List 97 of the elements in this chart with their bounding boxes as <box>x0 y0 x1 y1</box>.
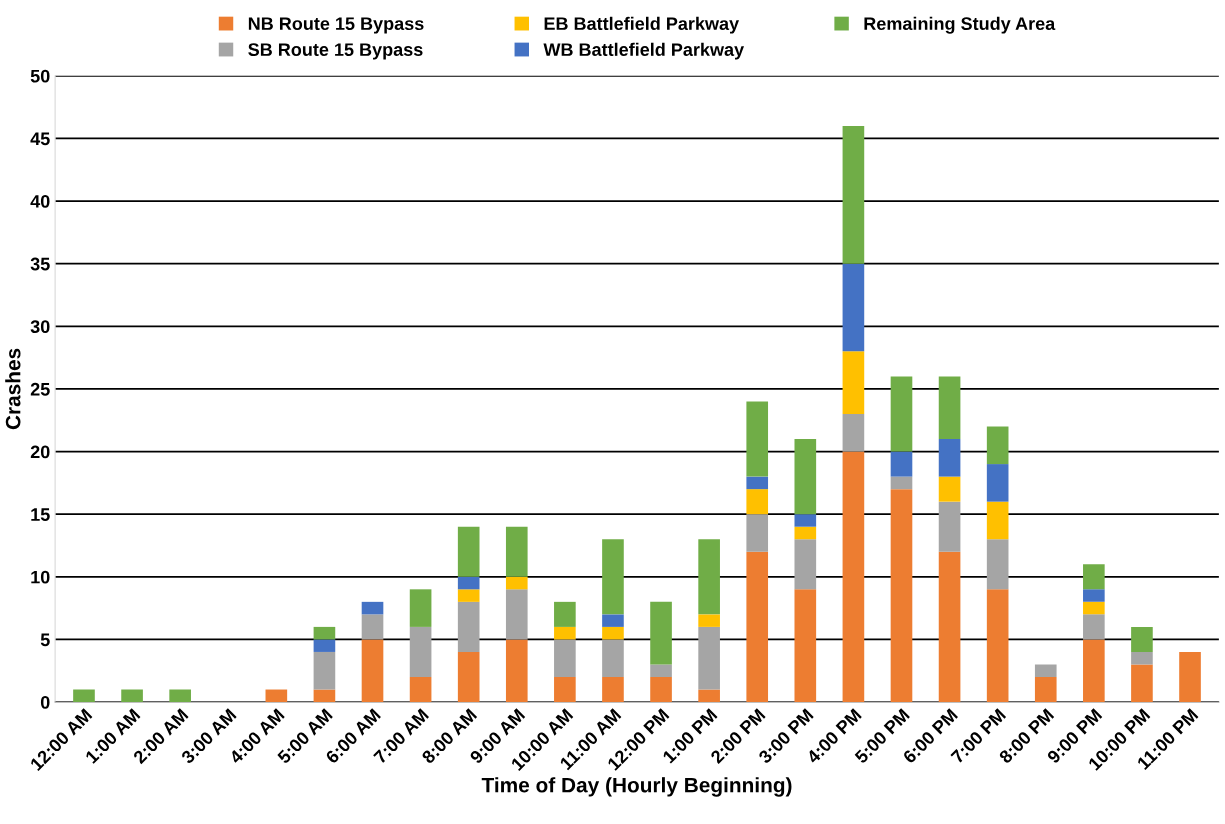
y-axis-title: Crashes <box>5 348 21 430</box>
bar <box>938 501 961 552</box>
bar <box>842 125 865 264</box>
bar <box>650 601 672 665</box>
bar <box>842 451 865 703</box>
bar <box>265 689 288 703</box>
bar <box>602 677 624 703</box>
bar <box>698 614 720 627</box>
bar <box>986 464 1009 502</box>
bar <box>1131 626 1153 652</box>
bar <box>313 639 336 652</box>
bar <box>457 601 480 652</box>
bar <box>794 539 817 590</box>
bar <box>73 689 95 703</box>
y-tick-label: 30 <box>30 320 50 334</box>
bar <box>986 426 1009 465</box>
y-tick-label: 45 <box>30 132 50 146</box>
bar <box>1179 651 1201 703</box>
bar <box>746 489 769 515</box>
bar <box>602 639 624 677</box>
bar <box>457 651 480 703</box>
bar <box>698 689 720 703</box>
bar <box>890 476 913 490</box>
bar <box>169 689 191 703</box>
bar <box>554 677 576 703</box>
bar <box>505 526 528 577</box>
bar <box>1034 677 1057 703</box>
bar <box>505 576 528 590</box>
bar <box>505 589 528 640</box>
bar <box>409 626 432 677</box>
bar <box>457 589 480 602</box>
bar <box>842 413 865 452</box>
bar <box>986 589 1009 703</box>
bar <box>698 539 720 615</box>
bar <box>794 514 817 527</box>
bar <box>746 551 769 703</box>
legend-label: Remaining Study Area <box>864 16 1056 34</box>
bar <box>409 589 432 627</box>
bar <box>1083 601 1105 615</box>
bar <box>1034 664 1057 677</box>
bar <box>1131 664 1153 703</box>
bar <box>794 589 817 703</box>
bar <box>457 576 480 590</box>
y-tick-label: 15 <box>31 508 50 521</box>
bar <box>554 626 576 640</box>
bar <box>986 539 1009 590</box>
bar <box>650 664 672 677</box>
bar <box>457 526 480 577</box>
bar <box>746 514 769 552</box>
bar <box>938 376 961 440</box>
bar <box>313 651 336 690</box>
bar <box>698 626 720 690</box>
bar <box>121 689 143 703</box>
bar <box>842 263 865 352</box>
bar <box>1083 589 1105 602</box>
x-axis-title: Time of Day (Hourly Beginning) <box>481 777 792 797</box>
bar <box>602 614 624 627</box>
legend-label: SB Route 15 Bypass <box>248 43 423 60</box>
bar <box>554 601 576 627</box>
y-tick-label: 40 <box>30 194 50 208</box>
y-tick-label: 10 <box>31 570 50 584</box>
bar <box>602 539 624 615</box>
bar <box>794 439 817 515</box>
y-tick-label: 25 <box>30 382 50 396</box>
y-tick-label: 35 <box>30 257 50 271</box>
bar <box>361 614 384 640</box>
bar <box>842 351 865 414</box>
bar <box>938 551 961 703</box>
bar <box>602 626 624 640</box>
bar <box>938 476 961 502</box>
bar <box>361 639 384 703</box>
y-tick-label: 5 <box>40 633 50 647</box>
bar <box>890 451 913 477</box>
y-tick-label: 0 <box>40 695 50 709</box>
bar <box>1083 614 1105 640</box>
bar <box>746 476 769 490</box>
legend-label: NB Route 15 Bypass <box>248 17 424 34</box>
bar <box>313 689 336 703</box>
bar <box>890 489 913 703</box>
bar <box>986 501 1009 540</box>
bar <box>1131 651 1153 665</box>
bar <box>554 639 576 677</box>
legend-label: EB Battlefield Parkway <box>544 16 740 34</box>
bar <box>746 401 769 477</box>
y-tick-label: 50 <box>30 69 50 83</box>
bar <box>313 626 336 640</box>
bar <box>1083 564 1105 590</box>
legend-label: WB Battlefield Parkway <box>543 42 745 60</box>
bar <box>794 526 817 540</box>
bar <box>361 601 384 615</box>
y-tick-label: 20 <box>30 445 50 459</box>
bar <box>1083 639 1105 703</box>
bar <box>938 439 961 477</box>
bar <box>409 677 432 703</box>
bar <box>890 376 913 452</box>
bar <box>650 677 672 703</box>
bar <box>505 639 528 703</box>
